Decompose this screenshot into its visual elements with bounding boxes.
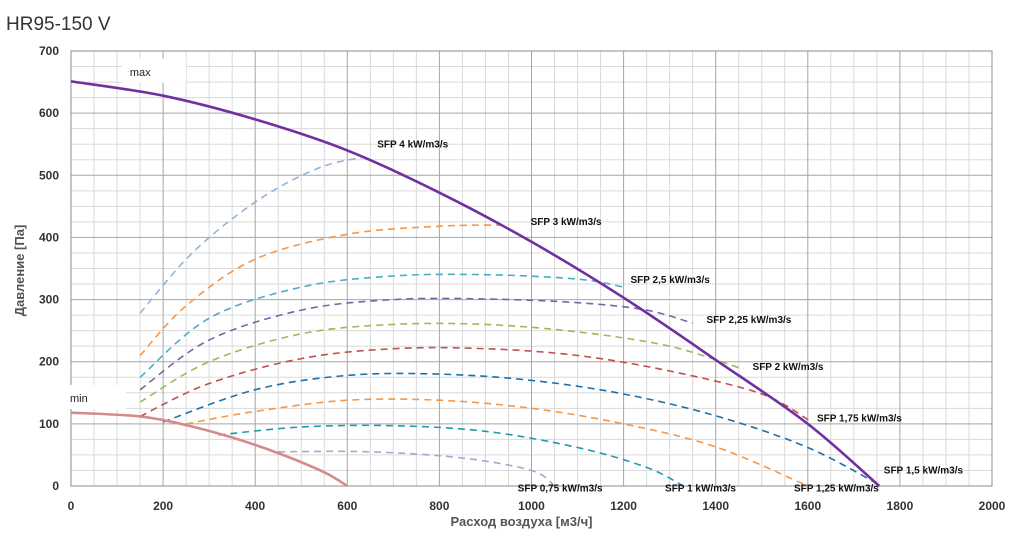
x-tick-label: 1400	[702, 499, 729, 513]
y-tick-label: 700	[39, 44, 59, 58]
sfp-label: SFP 0,75 kW/m3/s	[518, 484, 603, 495]
x-tick-label: 200	[153, 499, 173, 513]
range-label-min: min	[70, 393, 88, 405]
series-line-sfp-4-kw-m3-s	[139, 155, 366, 314]
series-line-sfp-2-kw-m3-s	[139, 322, 744, 403]
sfp-label: SFP 1,5 kW/m3/s	[884, 466, 964, 477]
chart-title: HR95-150 V	[6, 14, 111, 35]
y-tick-label: 300	[39, 293, 59, 307]
sfp-label: SFP 1,25 kW/m3/s	[794, 484, 879, 495]
x-axis-label: Расход воздуха [м3/ч]	[451, 514, 593, 529]
sfp-label: SFP 2,25 kW/m3/s	[706, 315, 791, 326]
series-line-sfp-2-25-kw-m3-s	[139, 297, 693, 391]
x-tick-label: 1000	[518, 499, 545, 513]
x-tick-label: 2000	[979, 499, 1006, 513]
x-tick-label: 800	[429, 499, 449, 513]
y-tick-label: 0	[52, 479, 59, 493]
y-tick-label: 100	[39, 417, 59, 431]
sfp-label: SFP 3 kW/m3/s	[531, 217, 602, 228]
series-line-sfp-1-75-kw-m3-s	[139, 346, 813, 424]
x-tick-label: 1800	[887, 499, 914, 513]
series-line-min	[70, 411, 348, 488]
range-label-bg	[121, 58, 186, 83]
range-label-bg	[62, 385, 127, 409]
series-line-sfp-1-5-kw-m3-s	[162, 372, 882, 487]
sfp-label: SFP 4 kW/m3/s	[377, 139, 448, 150]
series-line-sfp-3-kw-m3-s	[139, 224, 509, 357]
x-tick-label: 600	[337, 499, 357, 513]
sfp-label: SFP 2 kW/m3/s	[753, 362, 824, 373]
x-tick-label: 0	[68, 499, 75, 513]
series-line-sfp-1-25-kw-m3-s	[185, 398, 809, 487]
x-tick-label: 1200	[610, 499, 637, 513]
y-tick-label: 500	[39, 168, 59, 182]
y-tick-label: 200	[39, 355, 59, 369]
x-tick-label: 1600	[794, 499, 821, 513]
y-tick-label: 600	[39, 106, 59, 120]
y-tick-label: 400	[39, 230, 59, 244]
series-line-max	[70, 80, 881, 487]
y-axis-label: Давление [Па]	[12, 225, 27, 317]
sfp-label: SFP 1,75 kW/m3/s	[817, 413, 902, 424]
sfp-label: SFP 1 kW/m3/s	[665, 484, 736, 495]
series-line-sfp-0-75-kw-m3-s	[278, 450, 556, 487]
series-line-sfp-2-5-kw-m3-s	[139, 273, 624, 378]
range-label-max: max	[130, 67, 151, 79]
plot-border	[70, 50, 993, 487]
x-tick-label: 400	[245, 499, 265, 513]
sfp-label: SFP 2,5 kW/m3/s	[631, 275, 711, 286]
